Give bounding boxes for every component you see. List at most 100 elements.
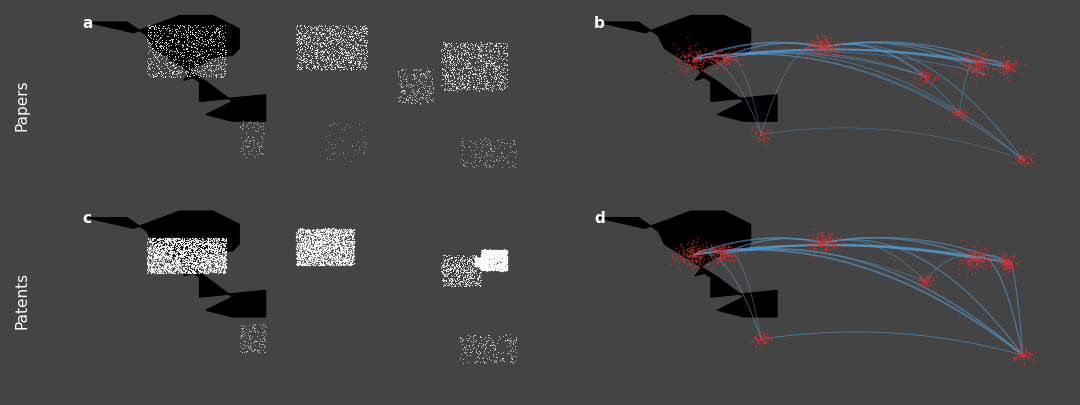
Point — [820, 38, 837, 45]
Point — [812, 243, 829, 249]
Point — [177, 70, 194, 76]
Point — [347, 31, 364, 37]
Point — [325, 40, 342, 47]
Point — [167, 253, 185, 260]
Point — [170, 255, 187, 261]
Point — [963, 251, 981, 258]
Point — [147, 255, 164, 262]
Point — [976, 50, 994, 56]
Point — [476, 81, 494, 88]
Point — [484, 257, 501, 264]
Point — [307, 58, 324, 65]
Point — [326, 258, 343, 265]
Point — [287, 38, 305, 45]
Point — [468, 261, 485, 267]
Point — [188, 34, 205, 40]
Point — [1002, 261, 1020, 267]
Point — [822, 44, 839, 51]
Point — [471, 260, 488, 266]
Point — [213, 34, 230, 40]
Point — [311, 23, 328, 29]
Point — [468, 262, 485, 268]
Point — [972, 257, 989, 263]
Point — [481, 332, 498, 339]
Point — [482, 264, 499, 271]
Point — [206, 49, 224, 55]
Point — [1018, 354, 1036, 360]
Point — [497, 263, 514, 270]
Point — [486, 78, 503, 84]
Point — [458, 86, 475, 92]
Point — [813, 238, 831, 244]
Point — [435, 51, 453, 58]
Point — [213, 244, 230, 251]
Point — [214, 263, 231, 269]
Point — [484, 252, 501, 258]
Point — [482, 253, 499, 260]
Point — [448, 275, 465, 281]
Point — [192, 245, 210, 252]
Point — [819, 243, 836, 249]
Point — [292, 64, 309, 70]
Point — [1004, 61, 1022, 68]
Point — [491, 69, 509, 76]
Point — [341, 34, 359, 40]
Point — [463, 342, 481, 348]
Point — [343, 256, 361, 263]
Point — [973, 254, 990, 261]
Point — [477, 261, 495, 268]
Point — [399, 82, 416, 88]
Point — [487, 70, 504, 77]
Point — [703, 60, 720, 66]
Point — [350, 58, 367, 64]
Point — [152, 245, 170, 251]
Point — [677, 60, 694, 66]
Point — [485, 262, 502, 269]
Point — [312, 242, 329, 248]
Point — [210, 62, 227, 68]
Point — [311, 227, 328, 233]
Point — [293, 26, 310, 33]
Point — [471, 67, 488, 74]
Point — [481, 265, 498, 271]
Point — [492, 248, 510, 254]
Point — [476, 62, 494, 69]
Point — [444, 258, 461, 264]
Point — [472, 79, 489, 86]
Point — [340, 62, 357, 69]
Point — [815, 47, 833, 54]
Point — [497, 258, 514, 265]
Point — [470, 262, 487, 269]
Point — [234, 325, 252, 332]
Point — [459, 65, 476, 71]
Point — [390, 71, 407, 77]
Point — [143, 270, 160, 277]
Point — [160, 22, 177, 28]
Point — [313, 249, 330, 256]
Point — [489, 262, 507, 269]
Point — [288, 22, 306, 28]
Point — [477, 258, 495, 264]
Point — [475, 259, 492, 266]
Point — [193, 236, 211, 243]
Point — [320, 122, 337, 128]
Point — [495, 247, 512, 254]
Point — [473, 43, 490, 49]
Point — [711, 53, 728, 60]
Point — [473, 257, 490, 263]
Point — [951, 60, 969, 67]
Point — [477, 162, 495, 168]
Point — [341, 255, 359, 261]
Point — [473, 342, 490, 349]
Point — [813, 232, 831, 238]
Point — [443, 77, 460, 83]
Point — [312, 234, 329, 241]
Point — [474, 261, 491, 268]
Point — [301, 29, 319, 36]
Point — [399, 93, 416, 100]
Point — [347, 39, 364, 45]
Point — [489, 249, 507, 256]
Point — [189, 237, 206, 243]
Point — [473, 247, 490, 254]
Point — [343, 241, 361, 247]
